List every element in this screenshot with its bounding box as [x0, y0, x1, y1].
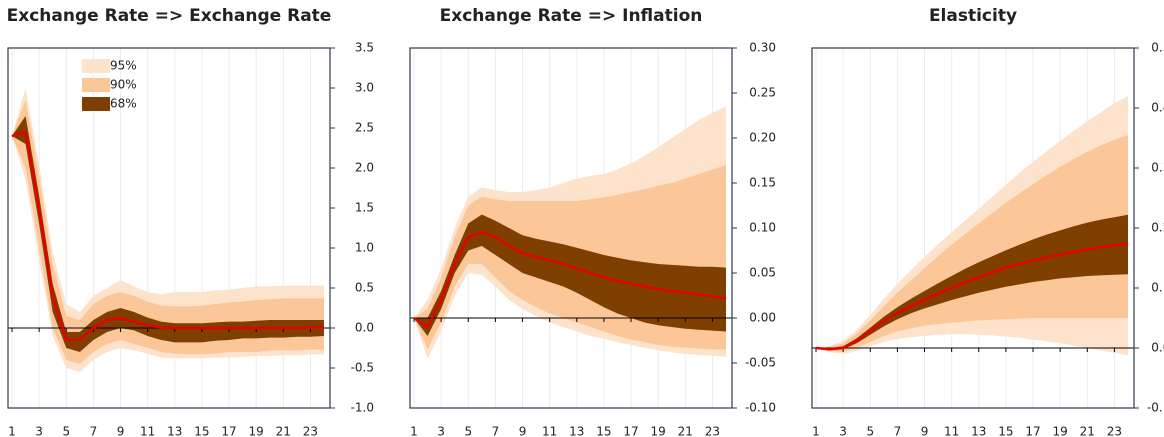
x-tick-label: 5 [464, 425, 472, 437]
y-tick-label: 0.30 [1151, 161, 1164, 175]
x-tick-label: 13 [971, 425, 986, 437]
panel: Elasticity1357911131517192123-0.100.000.… [811, 6, 1164, 437]
x-tick-label: 15 [998, 425, 1013, 437]
x-tick-label: 5 [866, 425, 874, 437]
legend-label: 68% [110, 97, 137, 111]
x-tick-label: 15 [596, 425, 611, 437]
y-tick-label: -0.05 [745, 356, 776, 370]
chart-title: Elasticity [929, 6, 1017, 26]
x-tick-label: 19 [249, 425, 264, 437]
y-tick-label: -0.10 [745, 401, 776, 415]
x-tick-label: 11 [542, 425, 557, 437]
y-tick-label: 0.50 [1151, 41, 1164, 55]
chart-title: Exchange Rate => Exchange Rate [7, 6, 332, 26]
x-tick-label: 17 [1025, 425, 1040, 437]
y-tick-label: 0.0 [355, 321, 374, 335]
median-line [815, 242, 1129, 351]
x-tick-label: 9 [921, 425, 929, 437]
y-tick-label: -0.10 [1147, 401, 1164, 415]
plot-border [7, 47, 331, 409]
legend-swatch [82, 97, 110, 111]
x-tick-label: 9 [117, 425, 125, 437]
y-tick-label: 0.00 [749, 311, 776, 325]
y-tick-label: 1.5 [355, 201, 374, 215]
x-tick-label: 3 [839, 425, 847, 437]
x-tick-label: 1 [812, 425, 820, 437]
y-tick-label: 0.5 [355, 281, 374, 295]
y-tick-label: 0.10 [1151, 281, 1164, 295]
x-tick-label: 13 [167, 425, 182, 437]
y-tick-label: 0.10 [749, 221, 776, 235]
chart-title: Exchange Rate => Inflation [440, 6, 703, 26]
x-tick-label: 19 [651, 425, 666, 437]
x-tick-label: 13 [569, 425, 584, 437]
median-line [413, 231, 727, 329]
legend-swatch [82, 78, 110, 92]
x-tick-label: 3 [437, 425, 445, 437]
x-tick-label: 15 [194, 425, 209, 437]
y-tick-label: 0.15 [749, 176, 776, 190]
x-tick-label: 17 [221, 425, 236, 437]
median-line [11, 130, 324, 342]
x-tick-label: 11 [140, 425, 155, 437]
y-tick-label: 0.25 [749, 86, 776, 100]
legend-label: 95% [110, 59, 137, 73]
x-tick-label: 23 [705, 425, 720, 437]
x-tick-label: 5 [62, 425, 70, 437]
band [414, 214, 726, 336]
x-tick-label: 17 [623, 425, 638, 437]
x-tick-label: 23 [303, 425, 318, 437]
x-tick-label: 21 [678, 425, 693, 437]
x-tick-label: 21 [1080, 425, 1095, 437]
legend-label: 90% [110, 78, 137, 92]
x-tick-label: 7 [894, 425, 902, 437]
x-tick-label: 3 [35, 425, 43, 437]
y-tick-label: 0.40 [1151, 101, 1164, 115]
y-tick-label: 3.5 [355, 41, 374, 55]
x-tick-label: 1 [8, 425, 16, 437]
y-tick-label: 1.0 [355, 241, 374, 255]
x-tick-label: 21 [276, 425, 291, 437]
band [12, 88, 324, 372]
x-tick-label: 7 [492, 425, 500, 437]
x-tick-label: 23 [1107, 425, 1122, 437]
y-tick-label: 0.00 [1151, 341, 1164, 355]
band [816, 135, 1128, 352]
y-tick-label: 0.05 [749, 266, 776, 280]
x-tick-label: 7 [90, 425, 98, 437]
y-tick-label: 0.20 [1151, 221, 1164, 235]
legend-swatch [82, 59, 110, 73]
band [12, 100, 324, 364]
y-tick-label: 0.30 [749, 41, 776, 55]
x-tick-label: 9 [519, 425, 527, 437]
x-tick-label: 11 [944, 425, 959, 437]
y-tick-label: -0.5 [351, 361, 374, 375]
y-tick-label: 0.20 [749, 131, 776, 145]
x-tick-label: 19 [1053, 425, 1068, 437]
y-tick-label: 3.0 [355, 81, 374, 95]
x-tick-label: 1 [410, 425, 418, 437]
y-tick-label: 2.0 [355, 161, 374, 175]
y-tick-label: -1.0 [351, 401, 374, 415]
y-tick-label: 2.5 [355, 121, 374, 135]
